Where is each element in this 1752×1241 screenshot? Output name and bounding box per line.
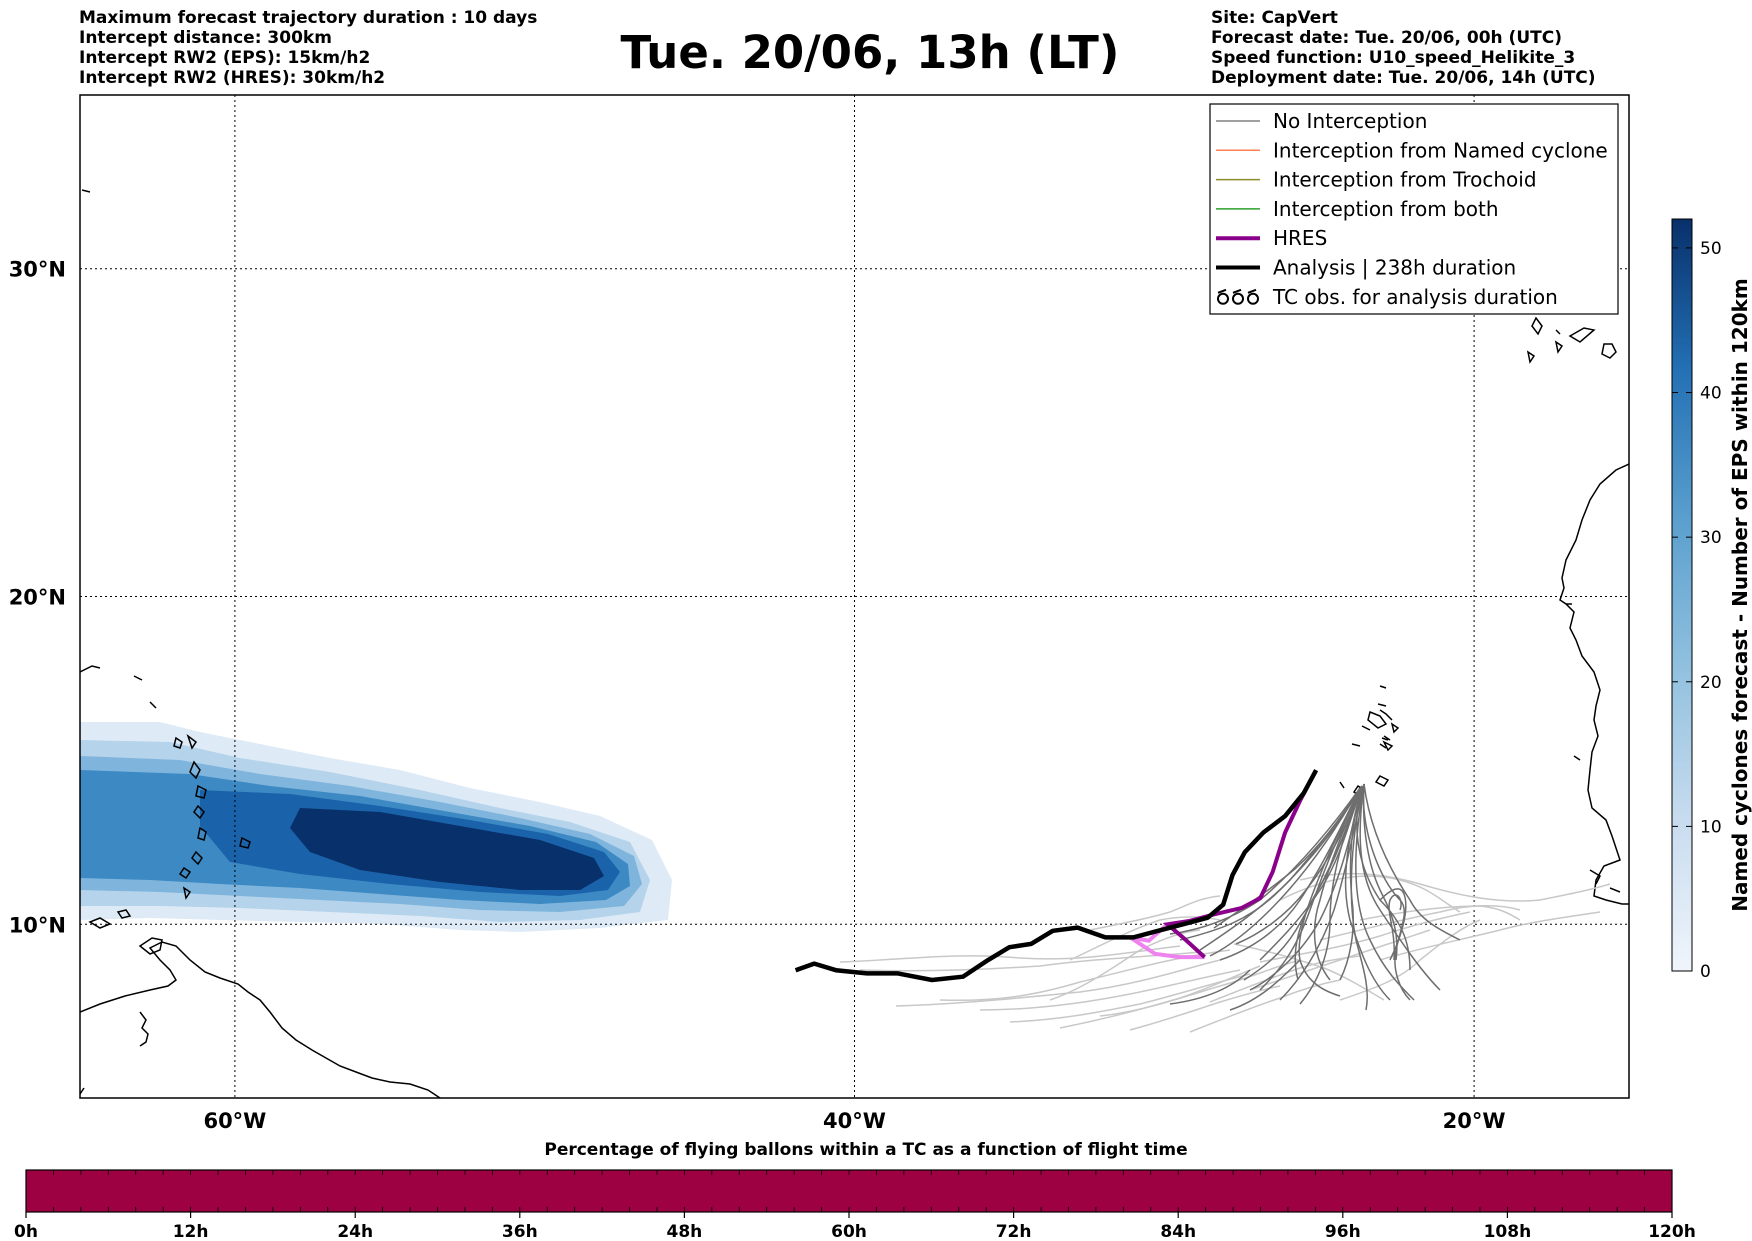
legend-label: TC obs. for analysis duration [1272,285,1558,309]
flight-bar-tick-label: 12h [173,1222,209,1241]
colorbar-gradient [1671,218,1693,972]
legend: No Interception Interception from Named c… [1209,103,1619,315]
lat-label: 10°N [9,913,66,937]
speed-function-text: Speed function: U10_speed_Helikite_3 [1211,48,1576,68]
flight-bar-tick-label: 24h [337,1222,373,1241]
deployment-date-text: Deployment date: Tue. 20/06, 14h (UTC) [1211,68,1596,88]
lon-label: 60°W [203,1109,266,1133]
tc-symbol-icon [1217,288,1259,305]
flight-time-bar: Percentage of flying ballons within a TC… [14,1140,1696,1241]
map-area[interactable]: 30°N 20°N 10°N 60°W 40°W 20°W No Interception… [9,94,1630,1133]
lesser-antilles [80,189,251,900]
legend-label: No Interception [1273,109,1427,133]
venezuela-island [139,1011,149,1047]
colorbar-tick-label: 50 [1700,239,1722,259]
lat-label: 30°N [9,258,66,282]
flight-bar-tick-label: 84h [1160,1222,1196,1241]
south-america-coast [80,941,441,1098]
hres-light-track [1129,922,1205,960]
africa-coast [1559,463,1629,905]
tracks [794,769,1319,983]
colorbar-label: Named cyclones forecast - Number of EPS … [1728,278,1752,912]
density-band-core [290,808,604,890]
colorbar-tick-label: 40 [1700,384,1722,404]
forecast-date-text: Forecast date: Tue. 20/06, 00h (UTC) [1211,28,1562,48]
flight-bar-tick-label: 120h [1648,1222,1696,1241]
flight-bar-tick-label: 48h [667,1222,703,1241]
lat-label: 20°N [9,586,66,610]
flight-bar-fill [25,1169,1673,1213]
flight-bar-tick-label: 108h [1484,1222,1532,1241]
analysis-track [794,769,1319,983]
flight-bar-label: Percentage of flying ballons within a TC… [544,1140,1187,1160]
flight-bar-tick-label: 60h [831,1222,867,1241]
canary-islands [1526,316,1617,364]
colorbar-tick-label: 10 [1700,817,1722,837]
map-frame [79,94,1630,1099]
legend-label: Interception from Named cyclone [1273,138,1608,162]
lon-label: 40°W [823,1109,886,1133]
legend-label: Interception from both [1273,197,1499,221]
legend-label: HRES [1273,226,1327,250]
flight-bar-tick-label: 72h [996,1222,1032,1241]
flight-bar-tick-label: 96h [1325,1222,1361,1241]
intercept-rw2-eps-text: Intercept RW2 (EPS): 15km/h2 [79,48,371,68]
colorbar-tick-label: 20 [1700,673,1722,693]
colorbar-tick-label: 30 [1700,528,1722,548]
site-text: Site: CapVert [1211,8,1338,28]
legend-box [1209,103,1619,315]
flight-bar-segments [53,1170,1645,1212]
eps-trajectories-dark [1169,783,1461,1011]
header-left-info: Maximum forecast trajectory duration : 1… [79,8,537,88]
lon-label: 20°W [1443,1109,1506,1133]
legend-label: Interception from Trochoid [1273,168,1537,192]
header-right-info: Site: CapVert Forecast date: Tue. 20/06,… [1211,8,1596,88]
flight-bar-tick-label: 36h [502,1222,538,1241]
intercept-rw2-hres-text: Intercept RW2 (HRES): 30km/h2 [79,68,386,88]
colorbar-tick-label: 0 [1700,962,1711,982]
trinidad-island [138,937,163,955]
legend-label: Analysis | 238h duration [1273,256,1516,280]
max-duration-text: Maximum forecast trajectory duration : 1… [79,8,538,28]
page-title: Tue. 20/06, 13h (LT) [620,26,1120,79]
intercept-distance-text: Intercept distance: 300km [79,28,332,48]
cape-verde-islands [1339,685,1400,798]
flight-bar-tick-label: 0h [14,1222,38,1241]
coastlines [80,189,1629,1098]
density-colorbar: 0 10 20 30 40 50 Named cyclones forecast - Nu… [1671,218,1752,982]
cyclone-density-field [80,722,672,932]
axis-labels: 30°N 20°N 10°N 60°W 40°W 20°W [9,258,1506,1133]
